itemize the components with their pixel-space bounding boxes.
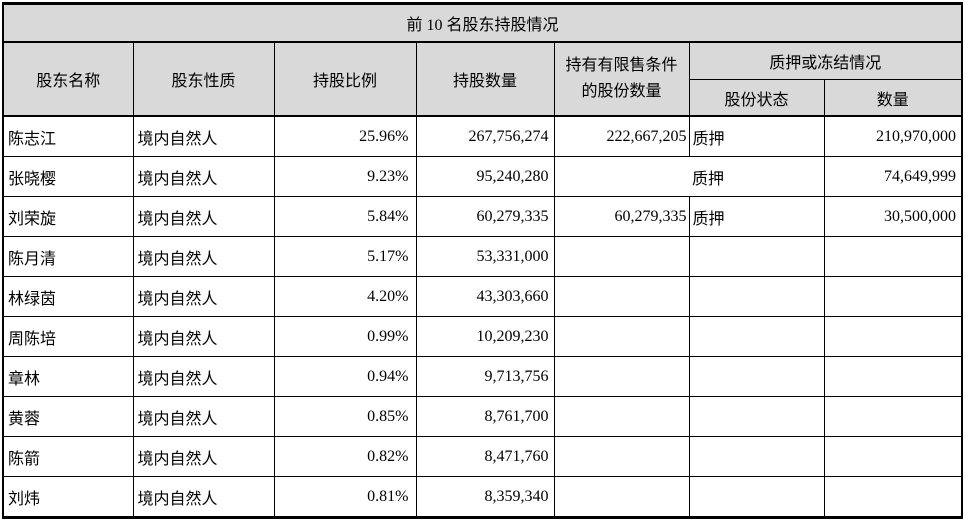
table-row: 黄蓉 境内自然人 0.85% 8,761,700 <box>2 396 963 437</box>
pledge-status-cell <box>688 356 825 397</box>
shareholder-nature-cell: 境内自然人 <box>132 356 275 397</box>
shares-held-cell: 60,279,335 <box>415 196 555 237</box>
pledge-status-cell <box>688 316 825 357</box>
shareholder-nature-cell: 境内自然人 <box>132 316 275 357</box>
shareholder-name-cell: 张晓樱 <box>2 156 134 197</box>
col-header-holding-ratio: 持股比例 <box>273 41 417 117</box>
holding-ratio-cell: 5.84% <box>273 196 417 237</box>
shareholder-nature-cell: 境内自然人 <box>132 436 275 477</box>
table-row: 章林 境内自然人 0.94% 9,713,756 <box>2 356 963 397</box>
shareholder-name-cell: 周陈培 <box>2 316 134 357</box>
restricted-shares-cell <box>553 436 690 477</box>
col-header-shares-held: 持股数量 <box>415 41 555 117</box>
holding-ratio-cell: 25.96% <box>273 115 417 157</box>
pledge-amount-cell <box>823 476 963 518</box>
shareholder-name-cell: 刘炜 <box>2 476 134 518</box>
shareholder-nature-cell: 境内自然人 <box>132 236 275 277</box>
restricted-shares-cell <box>553 396 690 437</box>
pledge-status-cell <box>688 396 825 437</box>
shareholder-name-cell: 陈月清 <box>2 236 134 277</box>
shareholder-nature-cell: 境内自然人 <box>132 115 275 157</box>
pledge-status-cell <box>688 476 825 518</box>
table-row: 张晓樱 境内自然人 9.23% 95,240,280 质押 74,649,999 <box>2 156 963 197</box>
shares-held-cell: 10,209,230 <box>415 316 555 357</box>
holding-ratio-cell: 4.20% <box>273 276 417 317</box>
col-header-pledge-amount: 数量 <box>823 79 963 117</box>
shares-held-cell: 95,240,280 <box>415 156 555 197</box>
restricted-shares-cell <box>553 276 690 317</box>
top10-shareholders-table: 前 10 名股东持股情况 股东名称 股东性质 持股比例 持股数量 持有有限售条件… <box>2 2 964 519</box>
pledge-amount-cell <box>823 276 963 317</box>
col-header-pledge-group: 质押或冻结情况 <box>688 41 963 80</box>
table-row: 刘荣旋 境内自然人 5.84% 60,279,335 60,279,335 质押 30,50… <box>2 196 963 237</box>
holding-ratio-cell: 5.17% <box>273 236 417 277</box>
holding-ratio-cell: 9.23% <box>273 156 417 197</box>
table-row: 林绿茵 境内自然人 4.20% 43,303,660 <box>2 276 963 317</box>
pledge-status-cell: 质押 <box>689 156 825 197</box>
table-body: 陈志江 境内自然人 25.96% 267,756,274 222,667,205 质押 21… <box>2 115 963 518</box>
col-header-shareholder-name: 股东名称 <box>2 41 134 117</box>
shares-held-cell: 267,756,274 <box>415 115 555 157</box>
shareholder-name-cell: 黄蓉 <box>2 396 134 437</box>
shareholder-nature-cell: 境内自然人 <box>132 156 275 197</box>
col-header-pledge-status: 股份状态 <box>688 79 825 117</box>
shares-held-cell: 43,303,660 <box>415 276 555 317</box>
pledge-amount-cell <box>823 316 963 357</box>
pledge-status-cell: 质押 <box>688 196 825 237</box>
restricted-shares-cell <box>553 356 690 397</box>
pledge-amount-cell <box>823 356 963 397</box>
pledge-amount-cell <box>823 396 963 437</box>
table-row: 陈箭 境内自然人 0.82% 8,471,760 <box>2 436 963 477</box>
pledge-amount-cell <box>823 436 963 477</box>
table-row: 陈志江 境内自然人 25.96% 267,756,274 222,667,205 质押 21… <box>2 115 963 157</box>
table-row: 刘炜 境内自然人 0.81% 8,359,340 <box>2 476 963 518</box>
restricted-shares-cell <box>553 316 690 357</box>
shares-held-cell: 8,471,760 <box>415 436 555 477</box>
header-row-top: 股东名称 股东性质 持股比例 持股数量 持有有限售条件的股份数量 质押或冻结情况 <box>2 41 963 117</box>
holding-ratio-cell: 0.99% <box>273 316 417 357</box>
shareholder-name-cell: 陈箭 <box>2 436 134 477</box>
table-title-row: 前 10 名股东持股情况 <box>2 3 963 43</box>
holding-ratio-cell: 0.81% <box>273 476 417 518</box>
shareholder-name-cell: 刘荣旋 <box>2 196 134 237</box>
holding-ratio-cell: 0.82% <box>273 436 417 477</box>
restricted-shares-cell: 60,279,335 <box>553 196 690 237</box>
shares-held-cell: 53,331,000 <box>415 236 555 277</box>
header-row-sub: 股份状态 数量 <box>3 79 963 117</box>
pledge-amount-cell: 210,970,000 <box>823 115 963 157</box>
restricted-shares-cell <box>553 156 690 197</box>
col-header-restricted-shares: 持有有限售条件的股份数量 <box>553 41 690 117</box>
shareholder-name-cell: 陈志江 <box>2 115 134 157</box>
pledge-amount-cell: 30,500,000 <box>823 196 963 237</box>
col-header-shareholder-nature: 股东性质 <box>132 41 275 117</box>
pledge-amount-cell: 74,649,999 <box>823 156 963 197</box>
restricted-shares-cell <box>553 236 690 277</box>
shareholder-name-cell: 林绿茵 <box>2 276 134 317</box>
shareholder-nature-cell: 境内自然人 <box>132 196 275 237</box>
shares-held-cell: 8,359,340 <box>415 476 555 518</box>
shareholder-nature-cell: 境内自然人 <box>132 276 275 317</box>
holding-ratio-cell: 0.94% <box>273 356 417 397</box>
table-row: 陈月清 境内自然人 5.17% 53,331,000 <box>2 236 963 277</box>
pledge-status-cell <box>688 436 825 477</box>
shareholder-nature-cell: 境内自然人 <box>132 396 275 437</box>
shares-held-cell: 9,713,756 <box>415 356 555 397</box>
shares-held-cell: 8,761,700 <box>415 396 555 437</box>
pledge-amount-cell <box>823 236 963 277</box>
restricted-shares-cell <box>553 476 690 518</box>
restricted-shares-cell: 222,667,205 <box>553 115 690 157</box>
shareholder-nature-cell: 境内自然人 <box>132 476 275 518</box>
pledge-status-cell <box>688 276 825 317</box>
holding-ratio-cell: 0.85% <box>273 396 417 437</box>
shareholder-name-cell: 章林 <box>2 356 134 397</box>
pledge-status-cell: 质押 <box>688 115 825 157</box>
table-title: 前 10 名股东持股情况 <box>2 3 963 43</box>
pledge-status-cell <box>688 236 825 277</box>
table-row: 周陈培 境内自然人 0.99% 10,209,230 <box>2 316 963 357</box>
